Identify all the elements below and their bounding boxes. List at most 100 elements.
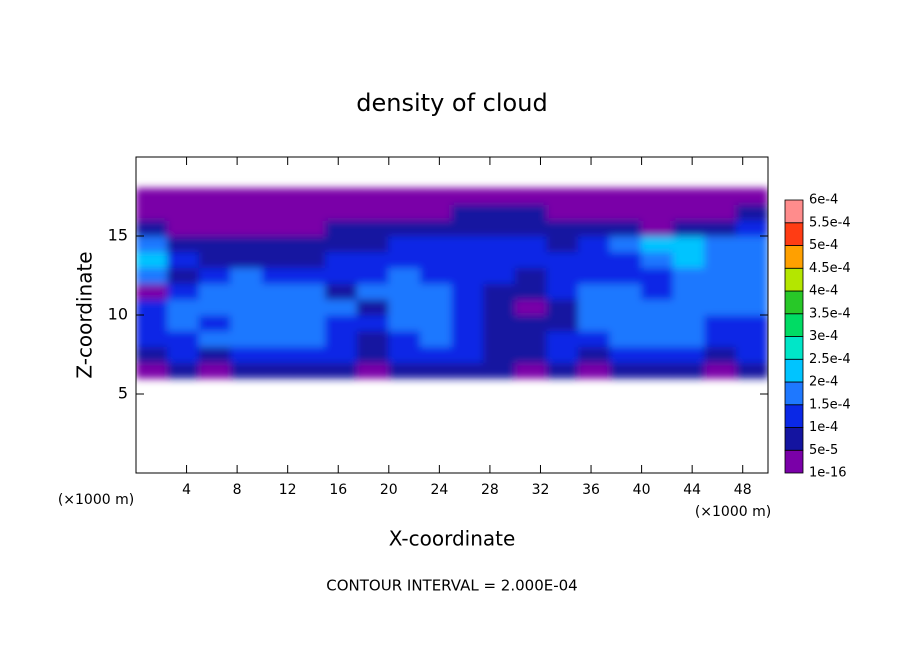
field-cell — [704, 203, 737, 221]
field-cell — [514, 361, 548, 379]
field-cell — [672, 282, 706, 300]
field-cell — [514, 346, 548, 363]
field-cell — [704, 267, 737, 284]
field-cell — [577, 251, 611, 269]
field-cell — [388, 298, 421, 316]
field-cell — [672, 219, 706, 237]
field-cell — [325, 282, 358, 300]
field-cell — [672, 298, 706, 316]
field-cell — [325, 235, 358, 253]
field-cell — [356, 203, 390, 221]
field-cell — [167, 346, 200, 363]
colorbar-label: 1e-4 — [809, 420, 838, 435]
field-cell — [735, 314, 768, 332]
field-cell — [198, 346, 232, 363]
field-cell — [704, 282, 737, 300]
field-cell — [609, 346, 643, 363]
field-cell — [577, 314, 611, 332]
field-cell — [514, 282, 548, 300]
field-cell — [230, 203, 263, 221]
field-cell — [419, 267, 453, 284]
colorbar-box — [784, 449, 804, 474]
field-cell — [325, 251, 358, 269]
field-cell — [261, 282, 295, 300]
field-cell — [388, 282, 421, 300]
field-cell — [546, 346, 579, 363]
field-cell — [641, 361, 674, 379]
field-cell — [609, 219, 643, 237]
field-cell — [704, 235, 737, 253]
field-cell — [198, 188, 232, 205]
field-cell — [609, 298, 643, 316]
field-cell — [419, 298, 453, 316]
field-cell — [356, 298, 390, 316]
field-cell — [419, 330, 453, 348]
field-cell — [609, 314, 643, 332]
field-cell — [388, 314, 421, 332]
field-cell — [136, 267, 169, 284]
field-cell — [735, 282, 768, 300]
field-cell — [167, 361, 200, 379]
field-cell — [261, 235, 295, 253]
colorbar-label: 6e-4 — [809, 193, 838, 208]
field-cell — [230, 361, 263, 379]
field-cell — [167, 203, 200, 221]
x-tick-label: 36 — [582, 482, 600, 498]
field-cell — [356, 361, 390, 379]
field-cell — [577, 330, 611, 348]
field-cell — [483, 298, 516, 316]
field-cell — [230, 219, 263, 237]
field-cell — [198, 330, 232, 348]
colorbar-label: 5e-5 — [809, 443, 838, 458]
field-cell — [451, 361, 485, 379]
field-cell — [261, 267, 295, 284]
field-cell — [483, 361, 516, 379]
field-cell — [198, 298, 232, 316]
field-cell — [514, 251, 548, 269]
field-cell — [325, 361, 358, 379]
field-cell — [577, 235, 611, 253]
field-cell — [167, 251, 200, 269]
field-cell — [388, 188, 421, 205]
field-cell — [609, 188, 643, 205]
field-cell — [514, 267, 548, 284]
field-cell — [325, 314, 358, 332]
field-cell — [483, 219, 516, 237]
field-cell — [514, 203, 548, 221]
field-cell — [451, 203, 485, 221]
field-cell — [735, 251, 768, 269]
field-cell — [325, 203, 358, 221]
x-tick-label: 40 — [633, 482, 651, 498]
field-cell — [546, 298, 579, 316]
field-cell — [230, 251, 263, 269]
field-cell — [293, 314, 327, 332]
field-cell — [230, 330, 263, 348]
field-cell — [388, 346, 421, 363]
field-cell — [261, 330, 295, 348]
x-tick-label: 44 — [683, 482, 701, 498]
field-cell — [356, 282, 390, 300]
field-cell — [704, 219, 737, 237]
field-cell — [230, 267, 263, 284]
x-unit-label: (×1000 m) — [695, 504, 771, 520]
field-cell — [356, 188, 390, 205]
field-cell — [609, 330, 643, 348]
field-cell — [356, 235, 390, 253]
field-cell — [641, 203, 674, 221]
field-cell — [514, 330, 548, 348]
field-cell — [356, 314, 390, 332]
field-cell — [704, 361, 737, 379]
field-cell — [388, 219, 421, 237]
field-cell — [293, 330, 327, 348]
field-cell — [325, 188, 358, 205]
field-cell — [419, 346, 453, 363]
footer-note: CONTOUR INTERVAL = 2.000E-04 — [326, 577, 577, 595]
colorbar-label: 3e-4 — [809, 329, 838, 344]
x-tick-label: 12 — [279, 482, 297, 498]
field-cell — [356, 219, 390, 237]
x-tick-label: 32 — [532, 482, 550, 498]
field-cell — [483, 188, 516, 205]
colorbar-box — [784, 290, 804, 315]
field-cell — [546, 330, 579, 348]
